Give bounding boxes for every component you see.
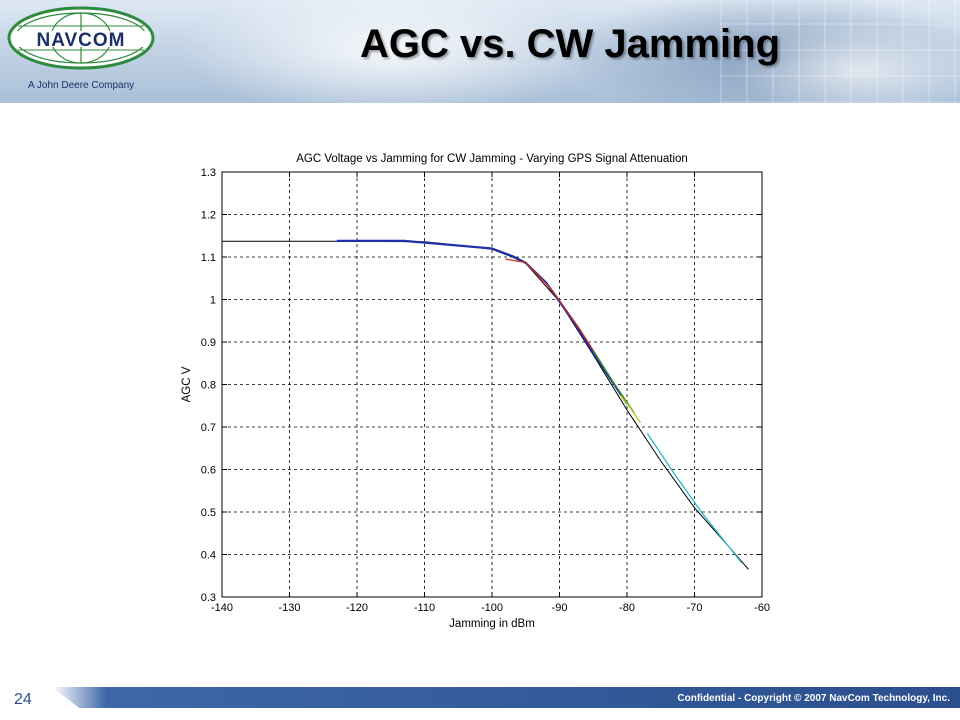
- footer-bar: [52, 687, 960, 708]
- y-tick-label: 1: [210, 295, 216, 307]
- x-tick-label: -140: [211, 602, 233, 614]
- series-line-black: [222, 240, 749, 570]
- chart-title: AGC Voltage vs Jamming for CW Jamming - …: [296, 153, 688, 165]
- x-tick-label: -120: [346, 602, 368, 614]
- y-tick-label: 0.5: [201, 507, 216, 519]
- x-tick-label: -100: [481, 602, 503, 614]
- logo-wordmark: NAVCOM: [36, 30, 125, 51]
- y-tick-label: 1.1: [201, 252, 216, 264]
- navcom-logo: NAVCOM: [7, 6, 155, 70]
- series-line-cyan: [646, 433, 743, 564]
- x-tick-label: -70: [687, 602, 703, 614]
- footer-copyright: Confidential - Copyright © 2007 NavCom T…: [677, 693, 950, 704]
- x-tick-label: -60: [754, 602, 770, 614]
- slide-header: NAVCOM A John Deere Company AGC vs. CW J…: [0, 0, 960, 103]
- x-tick-label: -110: [414, 602, 435, 614]
- x-tick-label: -80: [619, 602, 635, 614]
- series-line-blue: [336, 239, 628, 405]
- plot-frame: [221, 171, 763, 598]
- y-axis-label: AGC V: [181, 366, 193, 402]
- y-tick-label: 0.3: [201, 592, 216, 604]
- x-tick-label: -90: [552, 602, 568, 614]
- page-number: 24: [14, 691, 32, 708]
- y-tick-label: 1.3: [201, 167, 216, 179]
- y-tick-label: 0.8: [201, 380, 216, 392]
- chart: -140 -130 -120 -110 -100 -90 -80 -70 -60 0.3 0.4 0.…: [181, 153, 770, 630]
- series-line-yellow: [619, 394, 642, 424]
- y-tick-label: 0.4: [201, 550, 216, 562]
- header-cloud-right: [730, 20, 960, 103]
- plot-area: [222, 172, 762, 597]
- y-tick-label: 0.9: [201, 337, 216, 349]
- x-tick-label: -130: [278, 602, 300, 614]
- x-axis-label: Jamming in dBm: [449, 618, 535, 630]
- tagline: A John Deere Company: [28, 80, 135, 91]
- series-line-red: [505, 258, 601, 362]
- header-building-grid: [720, 0, 960, 103]
- header-cloud: [180, 0, 600, 103]
- y-tick-label: 1.2: [201, 210, 216, 222]
- y-tick-label: 0.7: [201, 422, 216, 434]
- series-line-green: [592, 350, 635, 413]
- slide-title: AGC vs. CW Jamming: [359, 22, 781, 66]
- y-tick-label: 0.6: [201, 465, 216, 477]
